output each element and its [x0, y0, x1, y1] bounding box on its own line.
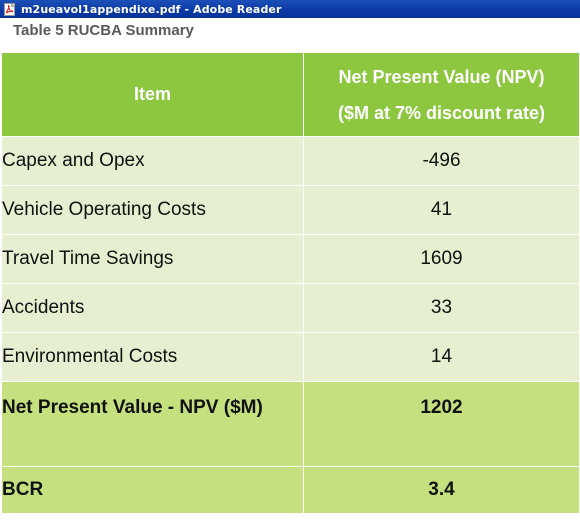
total-npv-value: 1202	[303, 381, 580, 467]
row-npv-value: 41	[303, 185, 580, 235]
row-npv-value: 14	[303, 332, 580, 382]
rucba-summary-table: Item Net Present Value (NPV) ($M at 7% d…	[1, 52, 580, 514]
row-item-label: Vehicle Operating Costs	[1, 185, 304, 235]
row-npv-value: 1609	[303, 234, 580, 284]
header-npv: Net Present Value (NPV) ($M at 7% discou…	[303, 52, 580, 137]
window-title: m2ueavol1appendixe.pdf - Adobe Reader	[21, 2, 282, 16]
table-row: Vehicle Operating Costs 41	[1, 185, 580, 235]
row-item-label: Travel Time Savings	[1, 234, 304, 284]
row-item-label: Capex and Opex	[1, 136, 304, 186]
bcr-label: BCR	[1, 466, 304, 514]
bcr-value: 3.4	[303, 466, 580, 514]
row-npv-value: 33	[303, 283, 580, 333]
table-row: Capex and Opex -496	[1, 136, 580, 186]
title-bar[interactable]: m2ueavol1appendixe.pdf - Adobe Reader	[0, 0, 580, 18]
table-header-row: Item Net Present Value (NPV) ($M at 7% d…	[1, 52, 580, 137]
pdf-file-icon	[3, 2, 16, 16]
row-item-label: Accidents	[1, 283, 304, 333]
row-npv-value: -496	[303, 136, 580, 186]
table-row: Travel Time Savings 1609	[1, 234, 580, 284]
header-npv-line2: ($M at 7% discount rate)	[337, 102, 546, 123]
bcr-row: BCR 3.4	[1, 466, 580, 514]
total-npv-label: Net Present Value - NPV ($M)	[1, 381, 304, 467]
table-caption: Table 5 RUCBA Summary	[13, 22, 194, 39]
document-page[interactable]: Table 5 RUCBA Summary Item Net Present V…	[0, 18, 580, 522]
header-item: Item	[1, 52, 304, 137]
table-row: Environmental Costs 14	[1, 332, 580, 382]
total-npv-row: Net Present Value - NPV ($M) 1202	[1, 381, 580, 467]
table-row: Accidents 33	[1, 283, 580, 333]
row-item-label: Environmental Costs	[1, 332, 304, 382]
header-npv-line1: Net Present Value (NPV)	[338, 66, 545, 87]
header-item-label: Item	[133, 84, 171, 104]
